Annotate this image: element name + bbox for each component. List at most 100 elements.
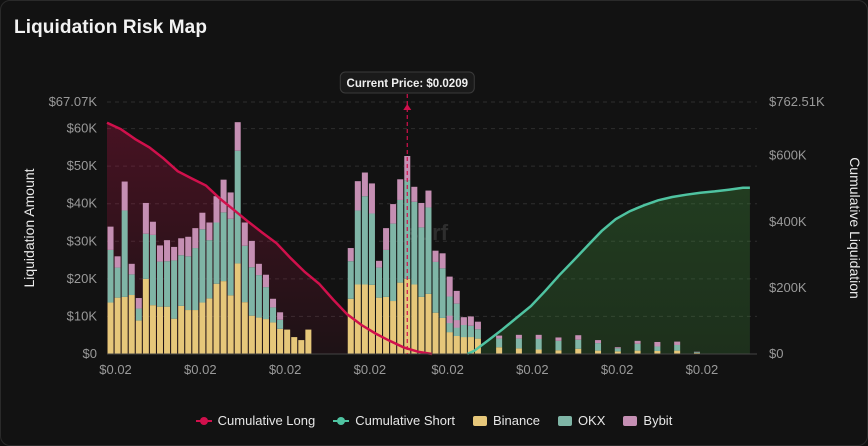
bar-binance <box>354 284 361 354</box>
legend-item-binance[interactable]: Binance <box>472 413 540 428</box>
bar-okx <box>277 319 284 329</box>
bar-bybit <box>361 172 368 197</box>
bar-bybit <box>453 320 460 328</box>
bar-okx <box>467 329 474 338</box>
bar-okx <box>270 307 277 323</box>
y-tick-label: $0 <box>83 346 97 361</box>
bar-bybit <box>411 186 418 202</box>
bar-okx <box>432 261 439 313</box>
bar-binance <box>404 278 411 354</box>
bar-binance <box>460 337 467 354</box>
y-tick-label: $30K <box>67 233 98 248</box>
bar-binance <box>397 282 404 354</box>
bar-bybit <box>171 246 178 261</box>
bar-binance <box>674 350 681 354</box>
bar-bybit <box>354 181 361 211</box>
bar-okx <box>361 196 368 285</box>
y2-tick-label: $400K <box>769 214 807 229</box>
bar-bybit <box>474 321 481 330</box>
x-tick-label: $0.02 <box>516 362 549 377</box>
bar-bybit <box>555 337 562 341</box>
bar-bybit <box>220 179 227 213</box>
x-tick-label: $0.02 <box>686 362 719 377</box>
bar-okx <box>121 210 128 297</box>
bar-okx <box>555 340 562 351</box>
bar-binance <box>213 283 220 354</box>
bar-bybit <box>467 316 474 326</box>
cumulative-short-line <box>466 186 750 356</box>
bar-okx <box>474 329 481 339</box>
bar-binance <box>284 329 291 354</box>
chart-title: Liquidation Risk Map <box>14 17 208 38</box>
bar-okx <box>199 229 206 303</box>
bar-binance <box>206 298 213 354</box>
y2-tick-label: $200K <box>769 280 807 295</box>
bar-binance <box>107 302 114 354</box>
bar-okx <box>149 234 156 306</box>
bar-binance <box>515 348 522 354</box>
bar-binance <box>178 305 185 354</box>
x-tick-label: $0.02 <box>601 362 634 377</box>
legend-label: Binance <box>492 413 540 428</box>
bar-okx <box>614 348 621 352</box>
bar-binance <box>425 293 432 354</box>
y-tick-label: $50K <box>67 158 98 173</box>
legend-item-cumulative-short[interactable]: Cumulative Short <box>333 413 455 428</box>
bar-okx <box>213 222 220 284</box>
bar-okx <box>496 338 503 348</box>
y-axis-title: Liquidation Amount <box>21 168 37 287</box>
y2-tick-label: $0 <box>769 346 783 361</box>
bar-okx <box>411 201 418 285</box>
bar-bybit <box>107 226 114 250</box>
bar-okx <box>654 346 661 351</box>
bar-bybit <box>397 179 404 200</box>
bar-okx <box>227 218 234 296</box>
bar-bybit <box>404 155 411 181</box>
bar-bybit <box>128 263 135 275</box>
legend-item-bybit[interactable]: Bybit <box>623 413 672 428</box>
bar-bybit <box>185 236 192 257</box>
bar-bybit <box>368 183 375 214</box>
bar-binance <box>234 263 241 354</box>
bar-bybit <box>575 335 582 340</box>
bar-binance <box>156 306 163 354</box>
bar-binance <box>390 301 397 354</box>
bar-bybit <box>178 238 185 256</box>
current-price-label: Current Price: $0.0209 <box>347 78 468 90</box>
bar-bybit <box>460 317 467 326</box>
y-tick-label: $40K <box>67 196 98 211</box>
x-tick-label: $0.02 <box>354 362 387 377</box>
legend-swatch-okx <box>557 415 572 426</box>
bar-okx <box>446 323 453 333</box>
bar-okx <box>368 213 375 285</box>
bar-okx <box>114 267 121 298</box>
bar-binance <box>634 350 641 354</box>
bar-bybit <box>418 202 425 228</box>
bar-bybit <box>535 334 542 339</box>
legend-swatch-short <box>333 416 350 425</box>
bar-okx <box>439 268 446 318</box>
bar-binance <box>220 281 227 354</box>
bar-binance <box>693 352 700 354</box>
bar-binance <box>128 295 135 354</box>
current-price-box <box>339 71 475 94</box>
bar-okx <box>255 275 262 318</box>
bar-binance <box>270 322 277 354</box>
bar-binance <box>164 306 171 354</box>
bar-bybit <box>114 256 121 268</box>
bar-binance <box>383 296 390 354</box>
bar-okx <box>220 212 227 282</box>
legend-item-okx[interactable]: OKX <box>557 413 605 428</box>
bar-bybit <box>213 196 220 223</box>
bar-okx <box>674 344 681 351</box>
bar-binance <box>192 310 199 354</box>
bar-binance <box>347 298 354 354</box>
bar-okx <box>634 343 641 351</box>
bar-binance <box>575 348 582 354</box>
legend-item-cumulative-long[interactable]: Cumulative Long <box>195 413 315 428</box>
bar-binance <box>171 318 178 354</box>
bar-binance <box>361 284 368 354</box>
legend-swatch-long <box>195 416 212 425</box>
bar-binance <box>241 302 248 354</box>
